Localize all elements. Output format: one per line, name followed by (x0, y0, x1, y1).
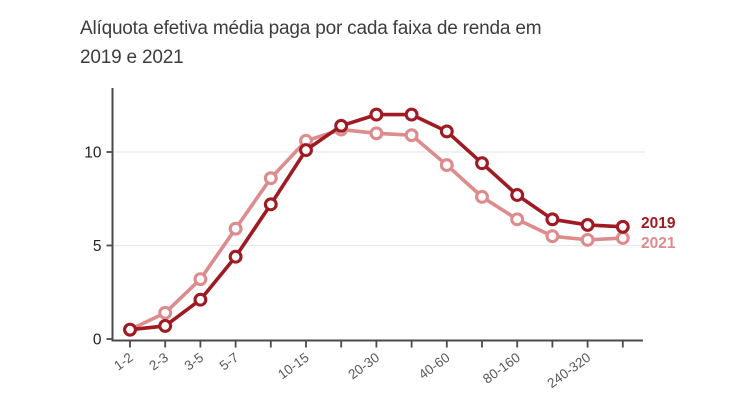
marker-2021-3 (228, 221, 243, 236)
marker-2019-1 (158, 318, 173, 333)
marker-2021-14 (615, 231, 630, 245)
x-tick-label-240-320: 240-320 (544, 350, 593, 391)
marker-2019-3 (228, 249, 243, 264)
x-tick-label-3-5: 3-5 (182, 350, 207, 374)
marker-2019-12 (545, 212, 560, 227)
series-label-2019: 2019 (641, 215, 676, 232)
marker-2019-6 (334, 118, 349, 133)
marker-2021-2 (193, 272, 208, 287)
marker-2021-4 (263, 171, 278, 186)
chart-title: Alíquota efetiva média paga por cada fai… (80, 14, 700, 72)
marker-2019-14 (615, 219, 630, 234)
x-tick-label-80-160: 80-160 (480, 350, 523, 387)
x-tick-label-10-15: 10-15 (275, 350, 312, 382)
marker-2019-2 (193, 292, 208, 307)
marker-2019-9 (439, 124, 454, 139)
marker-2019-4 (263, 197, 278, 212)
x-tick-label-20-30: 20-30 (345, 350, 382, 382)
marker-2021-7 (369, 126, 384, 141)
x-tick-label-40-60: 40-60 (416, 350, 453, 382)
marker-2019-13 (580, 217, 595, 232)
x-tick-label-1-2: 1-2 (111, 350, 136, 374)
marker-2021-12 (545, 229, 560, 244)
y-tick-label-5: 5 (93, 238, 102, 255)
marker-2019-7 (369, 107, 384, 122)
series-label-2021: 2021 (641, 235, 676, 252)
marker-2021-1 (158, 305, 173, 320)
y-tick-label-0: 0 (93, 332, 102, 349)
chart-title-line2: 2019 e 2021 (80, 47, 184, 68)
marker-2019-0 (123, 322, 137, 337)
marker-2021-9 (439, 158, 454, 173)
marker-2021-10 (475, 189, 489, 204)
marker-2019-5 (299, 143, 313, 158)
marker-2019-11 (510, 188, 525, 202)
marker-2021-8 (404, 128, 419, 143)
y-tick-label-10: 10 (84, 145, 102, 162)
marker-2021-13 (580, 232, 595, 247)
marker-2021-11 (510, 212, 525, 227)
chart-title-line1: Alíquota efetiva média paga por cada fai… (80, 18, 542, 39)
marker-2019-8 (404, 107, 419, 122)
marker-2019-10 (475, 156, 489, 171)
x-tick-label-5-7: 5-7 (217, 350, 242, 374)
x-tick-label-2-3: 2-3 (146, 350, 171, 374)
